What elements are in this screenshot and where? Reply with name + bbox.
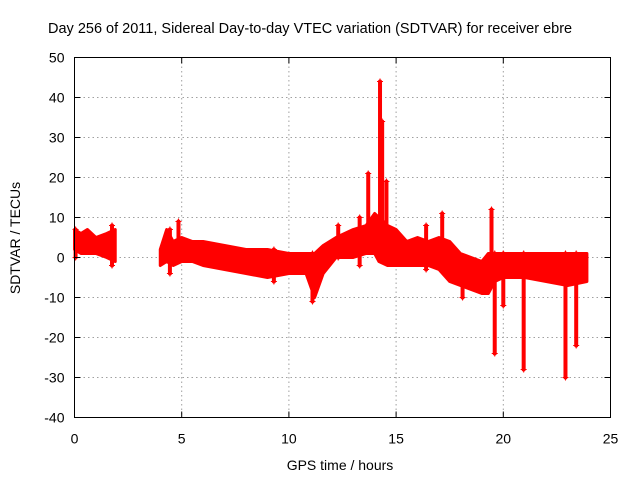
data-point [520, 366, 527, 373]
y-tick-label: 50 [49, 50, 65, 66]
data-point [491, 350, 498, 357]
data-point [270, 278, 277, 285]
data-point [166, 270, 173, 277]
data-point [383, 254, 390, 261]
data-point [500, 250, 507, 257]
y-tick-label: 40 [49, 90, 65, 106]
data-point [573, 342, 580, 349]
x-tick-label: 5 [178, 431, 186, 447]
data-point [459, 254, 466, 261]
y-tick-label: 0 [57, 250, 65, 266]
data-point [573, 250, 580, 257]
y-tick-label: -20 [44, 330, 64, 346]
data-point [356, 262, 363, 269]
data-point [439, 266, 446, 273]
data-point [459, 294, 466, 301]
plot-frame [74, 57, 611, 418]
data-point [335, 222, 342, 229]
y-tick-label: -30 [44, 370, 64, 386]
y-axis-label: SDTVAR / TECUs [7, 182, 23, 294]
data-point [423, 266, 430, 273]
data-point [365, 246, 372, 253]
y-tick-label: -10 [44, 290, 64, 306]
data-point [423, 222, 430, 229]
y-tick-label: 30 [49, 130, 65, 146]
data-point [309, 298, 316, 305]
data-point [109, 222, 116, 229]
data-point [520, 250, 527, 257]
data-point [335, 254, 342, 261]
chart-title: Day 256 of 2011, Sidereal Day-to-day VTE… [48, 21, 572, 37]
data-point [491, 250, 498, 257]
y-tick-label: -40 [44, 410, 64, 426]
data-point [562, 250, 569, 257]
data-point [379, 246, 386, 253]
data-point [562, 374, 569, 381]
x-tick-label: 0 [71, 431, 79, 447]
data-point [175, 254, 182, 261]
ticks [74, 57, 611, 418]
data-point [72, 226, 79, 233]
data-layer [72, 78, 589, 381]
data-point [439, 210, 446, 217]
data-point [356, 214, 363, 221]
data-point [379, 118, 386, 125]
data-point [109, 262, 116, 269]
data-point [500, 302, 507, 309]
y-tick-label: 20 [49, 170, 65, 186]
data-band [73, 228, 117, 263]
x-axis-label: GPS time / hours [287, 457, 394, 473]
tick-labels: 0 5 10 15 20 25 -40 -30 -20 -10 0 10 20 30 40 50 [44, 50, 618, 447]
data-point [377, 78, 384, 85]
data-point [488, 206, 495, 213]
data-point [270, 246, 277, 253]
data-point [309, 250, 316, 257]
x-tick-label: 15 [388, 431, 404, 447]
data-point [175, 218, 182, 225]
x-tick-label: 20 [496, 431, 512, 447]
data-point [365, 170, 372, 177]
data-point [166, 226, 173, 233]
x-tick-label: 10 [281, 431, 297, 447]
y-tick-label: 10 [49, 210, 65, 226]
x-tick-label: 25 [603, 431, 619, 447]
data-point [383, 178, 390, 185]
data-point [377, 254, 384, 261]
